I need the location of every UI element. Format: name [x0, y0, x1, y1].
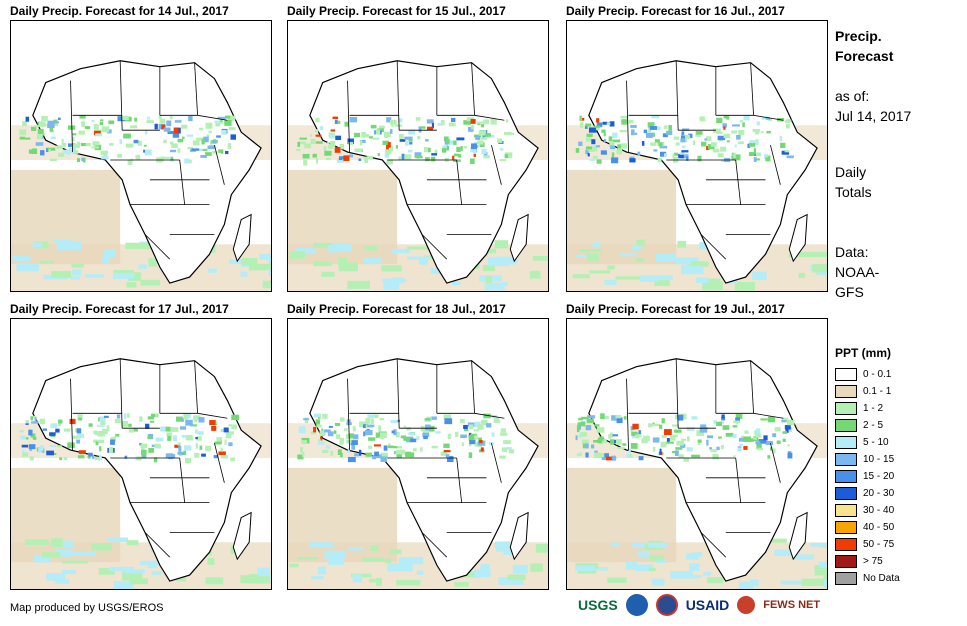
legend-label: 10 - 15	[863, 454, 895, 465]
legend-swatch	[835, 470, 857, 483]
asof-block: as of: Jul 14, 2017	[835, 86, 911, 126]
sidebar-heading: Precip. Forecast	[835, 26, 893, 66]
legend-item: 40 - 50	[835, 519, 900, 536]
legend-item: 10 - 15	[835, 451, 900, 468]
data-line: NOAA-	[835, 264, 880, 280]
legend-item: 15 - 20	[835, 468, 900, 485]
legend: PPT (mm) 0 - 0.1 0.1 - 1 1 - 2 2 - 5 5 - 10 1…	[835, 346, 900, 587]
data-line: GFS	[835, 284, 864, 300]
legend-swatch	[835, 487, 857, 500]
usaid-logo: USAID	[685, 597, 730, 613]
totals-line: Totals	[835, 184, 872, 200]
legend-swatch	[835, 453, 857, 466]
legend-item: 2 - 5	[835, 417, 900, 434]
map-graphic	[288, 60, 548, 291]
legend-rows: 0 - 0.1 0.1 - 1 1 - 2 2 - 5 5 - 10 10 - 15 15 …	[835, 366, 900, 587]
legend-label: 5 - 10	[863, 437, 889, 448]
panel-title: Daily Precip. Forecast for 16 Jul., 2017	[566, 4, 785, 18]
fewsnet-logo-icon	[737, 596, 756, 614]
legend-item: 30 - 40	[835, 502, 900, 519]
legend-label: > 75	[863, 556, 883, 567]
map-graphic	[11, 358, 271, 589]
legend-item: 5 - 10	[835, 434, 900, 451]
map-graphic	[567, 60, 827, 291]
legend-swatch	[835, 504, 857, 517]
panel-title: Daily Precip. Forecast for 15 Jul., 2017	[287, 4, 506, 18]
totals-line: Daily	[835, 164, 867, 180]
legend-item: 20 - 30	[835, 485, 900, 502]
credit-text: Map produced by USGS/EROS	[10, 602, 164, 614]
legend-item: 0 - 0.1	[835, 366, 900, 383]
panel-title: Daily Precip. Forecast for 14 Jul., 2017	[10, 4, 229, 18]
legend-label: 30 - 40	[863, 505, 895, 516]
map-graphic	[11, 60, 271, 291]
legend-swatch	[835, 521, 857, 534]
legend-label: No Data	[863, 573, 900, 584]
usgs-logo: USGS	[578, 597, 618, 613]
legend-swatch	[835, 368, 857, 381]
africa-map	[287, 20, 549, 292]
legend-label: 1 - 2	[863, 403, 884, 414]
data-source-block: Data: NOAA- GFS	[835, 242, 879, 302]
asof-date: Jul 14, 2017	[835, 108, 912, 124]
panel-title: Daily Precip. Forecast for 18 Jul., 2017	[287, 302, 506, 316]
legend-swatch	[835, 555, 857, 568]
legend-swatch	[835, 572, 857, 585]
africa-map	[287, 318, 549, 590]
legend-title: PPT (mm)	[835, 346, 892, 360]
legend-item: 0.1 - 1	[835, 383, 900, 400]
africa-map	[566, 20, 828, 292]
map-graphic	[567, 358, 827, 589]
africa-map	[10, 318, 272, 590]
africa-map	[566, 318, 828, 590]
panel-title: Daily Precip. Forecast for 17 Jul., 2017	[10, 302, 229, 316]
legend-swatch	[835, 419, 857, 432]
heading-line: Forecast	[835, 48, 894, 64]
legend-label: 40 - 50	[863, 522, 895, 533]
legend-item: > 75	[835, 553, 900, 570]
legend-label: 20 - 30	[863, 488, 895, 499]
legend-item: No Data	[835, 570, 900, 587]
legend-label: 0 - 0.1	[863, 369, 892, 380]
noaa-logo-icon	[625, 594, 648, 616]
legend-label: 50 - 75	[863, 539, 895, 550]
totals-block: Daily Totals	[835, 162, 872, 202]
legend-item: 1 - 2	[835, 400, 900, 417]
legend-swatch	[835, 436, 857, 449]
asof-label: as of:	[835, 88, 870, 104]
legend-item: 50 - 75	[835, 536, 900, 553]
data-line: Data:	[835, 244, 869, 260]
logo-strip: USGS USAID FEWS NET	[578, 594, 820, 616]
usaid-seal-icon	[655, 594, 678, 616]
fewsnet-logo: FEWS NET	[763, 599, 821, 611]
legend-swatch	[835, 538, 857, 551]
legend-swatch	[835, 402, 857, 415]
legend-label: 15 - 20	[863, 471, 895, 482]
panel-title: Daily Precip. Forecast for 19 Jul., 2017	[566, 302, 785, 316]
map-graphic	[288, 358, 548, 589]
heading-line: Precip.	[835, 28, 882, 44]
legend-label: 2 - 5	[863, 420, 884, 431]
legend-label: 0.1 - 1	[863, 386, 892, 397]
legend-swatch	[835, 385, 857, 398]
africa-map	[10, 20, 272, 292]
